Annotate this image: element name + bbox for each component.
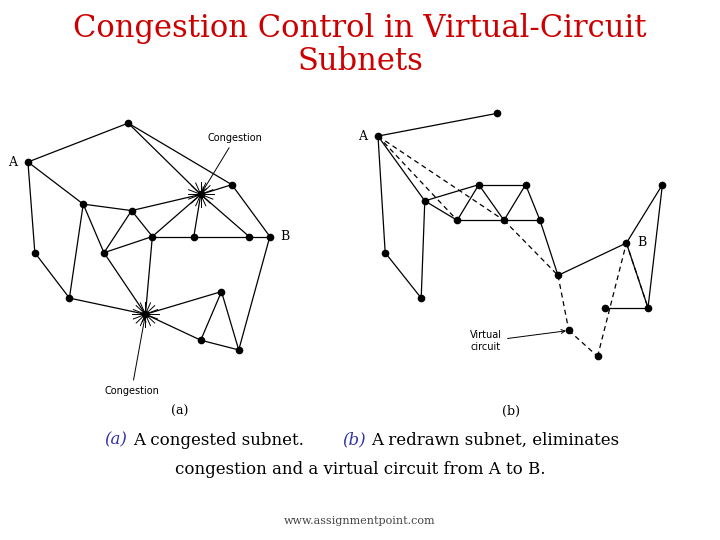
Text: B: B: [280, 230, 289, 243]
Text: B: B: [637, 237, 647, 249]
Text: (a): (a): [171, 405, 189, 418]
Text: A: A: [9, 156, 17, 168]
Text: (b): (b): [342, 431, 366, 449]
Text: Congestion Control in Virtual-Circuit: Congestion Control in Virtual-Circuit: [73, 14, 647, 44]
Text: A: A: [359, 130, 367, 143]
Text: Subnets: Subnets: [297, 46, 423, 77]
Text: Virtual
circuit: Virtual circuit: [470, 329, 565, 352]
Text: congestion and a virtual circuit from A to B.: congestion and a virtual circuit from A …: [175, 461, 545, 478]
Text: (b): (b): [503, 405, 521, 418]
Text: (a): (a): [104, 431, 127, 449]
Text: Congestion: Congestion: [203, 132, 263, 191]
Text: www.assignmentpoint.com: www.assignmentpoint.com: [284, 516, 436, 526]
Text: A redrawn subnet, eliminates: A redrawn subnet, eliminates: [371, 431, 619, 449]
Text: A congested subnet.: A congested subnet.: [133, 431, 304, 449]
Text: Congestion: Congestion: [104, 318, 159, 396]
